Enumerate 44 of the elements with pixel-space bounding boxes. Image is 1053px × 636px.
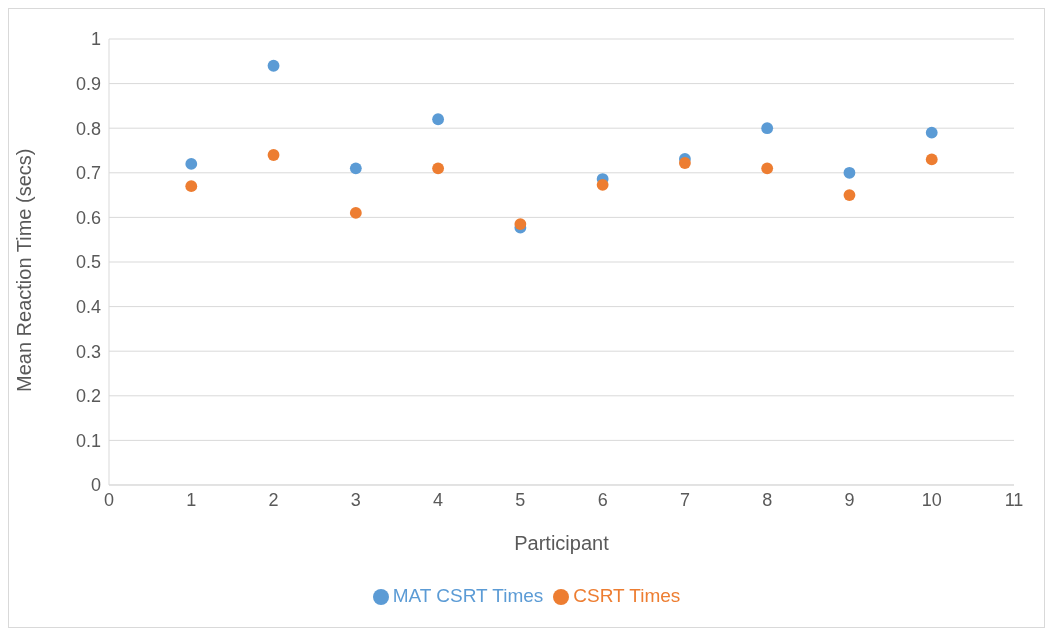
point: [843, 166, 856, 179]
y-axis-title: Mean Reaction Time (secs): [13, 148, 36, 392]
y-tick-label: 0.7: [75, 163, 101, 184]
point: [514, 218, 527, 230]
x-tick-label: 3: [350, 489, 361, 510]
x-tick-label: 2: [268, 489, 279, 510]
point: [761, 162, 774, 175]
x-axis-title: Participant: [514, 532, 610, 554]
y-tick-label: 0.3: [75, 341, 101, 362]
legend-label: MAT CSRT Times: [392, 585, 544, 606]
x-tick-label: 1: [186, 489, 197, 510]
y-tick-label: 0.1: [75, 430, 101, 451]
point: [596, 178, 609, 191]
point: [678, 157, 691, 169]
point: [925, 153, 938, 166]
point: [761, 122, 774, 135]
point: [267, 59, 280, 72]
y-tick-label: 0.9: [75, 73, 101, 94]
y-tick-label: 0: [90, 475, 101, 496]
y-tick-label: 0.5: [75, 252, 101, 273]
point: [185, 180, 198, 193]
point: [185, 157, 198, 170]
point: [432, 113, 445, 126]
x-tick-label: 4: [433, 489, 444, 510]
x-tick-label: 10: [921, 489, 942, 510]
x-tick-label: 6: [597, 489, 608, 510]
x-tick-label: 8: [762, 489, 773, 510]
x-tick-label: 5: [515, 489, 526, 510]
y-tick-label: 0.4: [75, 296, 101, 317]
y-tick-label: 0.6: [75, 207, 101, 228]
point: [349, 207, 362, 219]
point: [349, 162, 362, 175]
x-tick-label: 11: [1004, 489, 1024, 510]
y-tick-label: 1: [90, 29, 101, 50]
y-tick-label: 0.8: [75, 118, 101, 139]
legend-label: CSRT Times: [573, 585, 681, 606]
y-tick-label: 0.2: [75, 386, 101, 407]
point: [432, 162, 445, 175]
x-tick-label: 9: [844, 489, 855, 510]
x-tick-label: 7: [679, 489, 690, 510]
point: [925, 126, 938, 139]
x-tick-label: 0: [103, 489, 115, 510]
point: [267, 149, 280, 161]
point: [843, 189, 856, 202]
